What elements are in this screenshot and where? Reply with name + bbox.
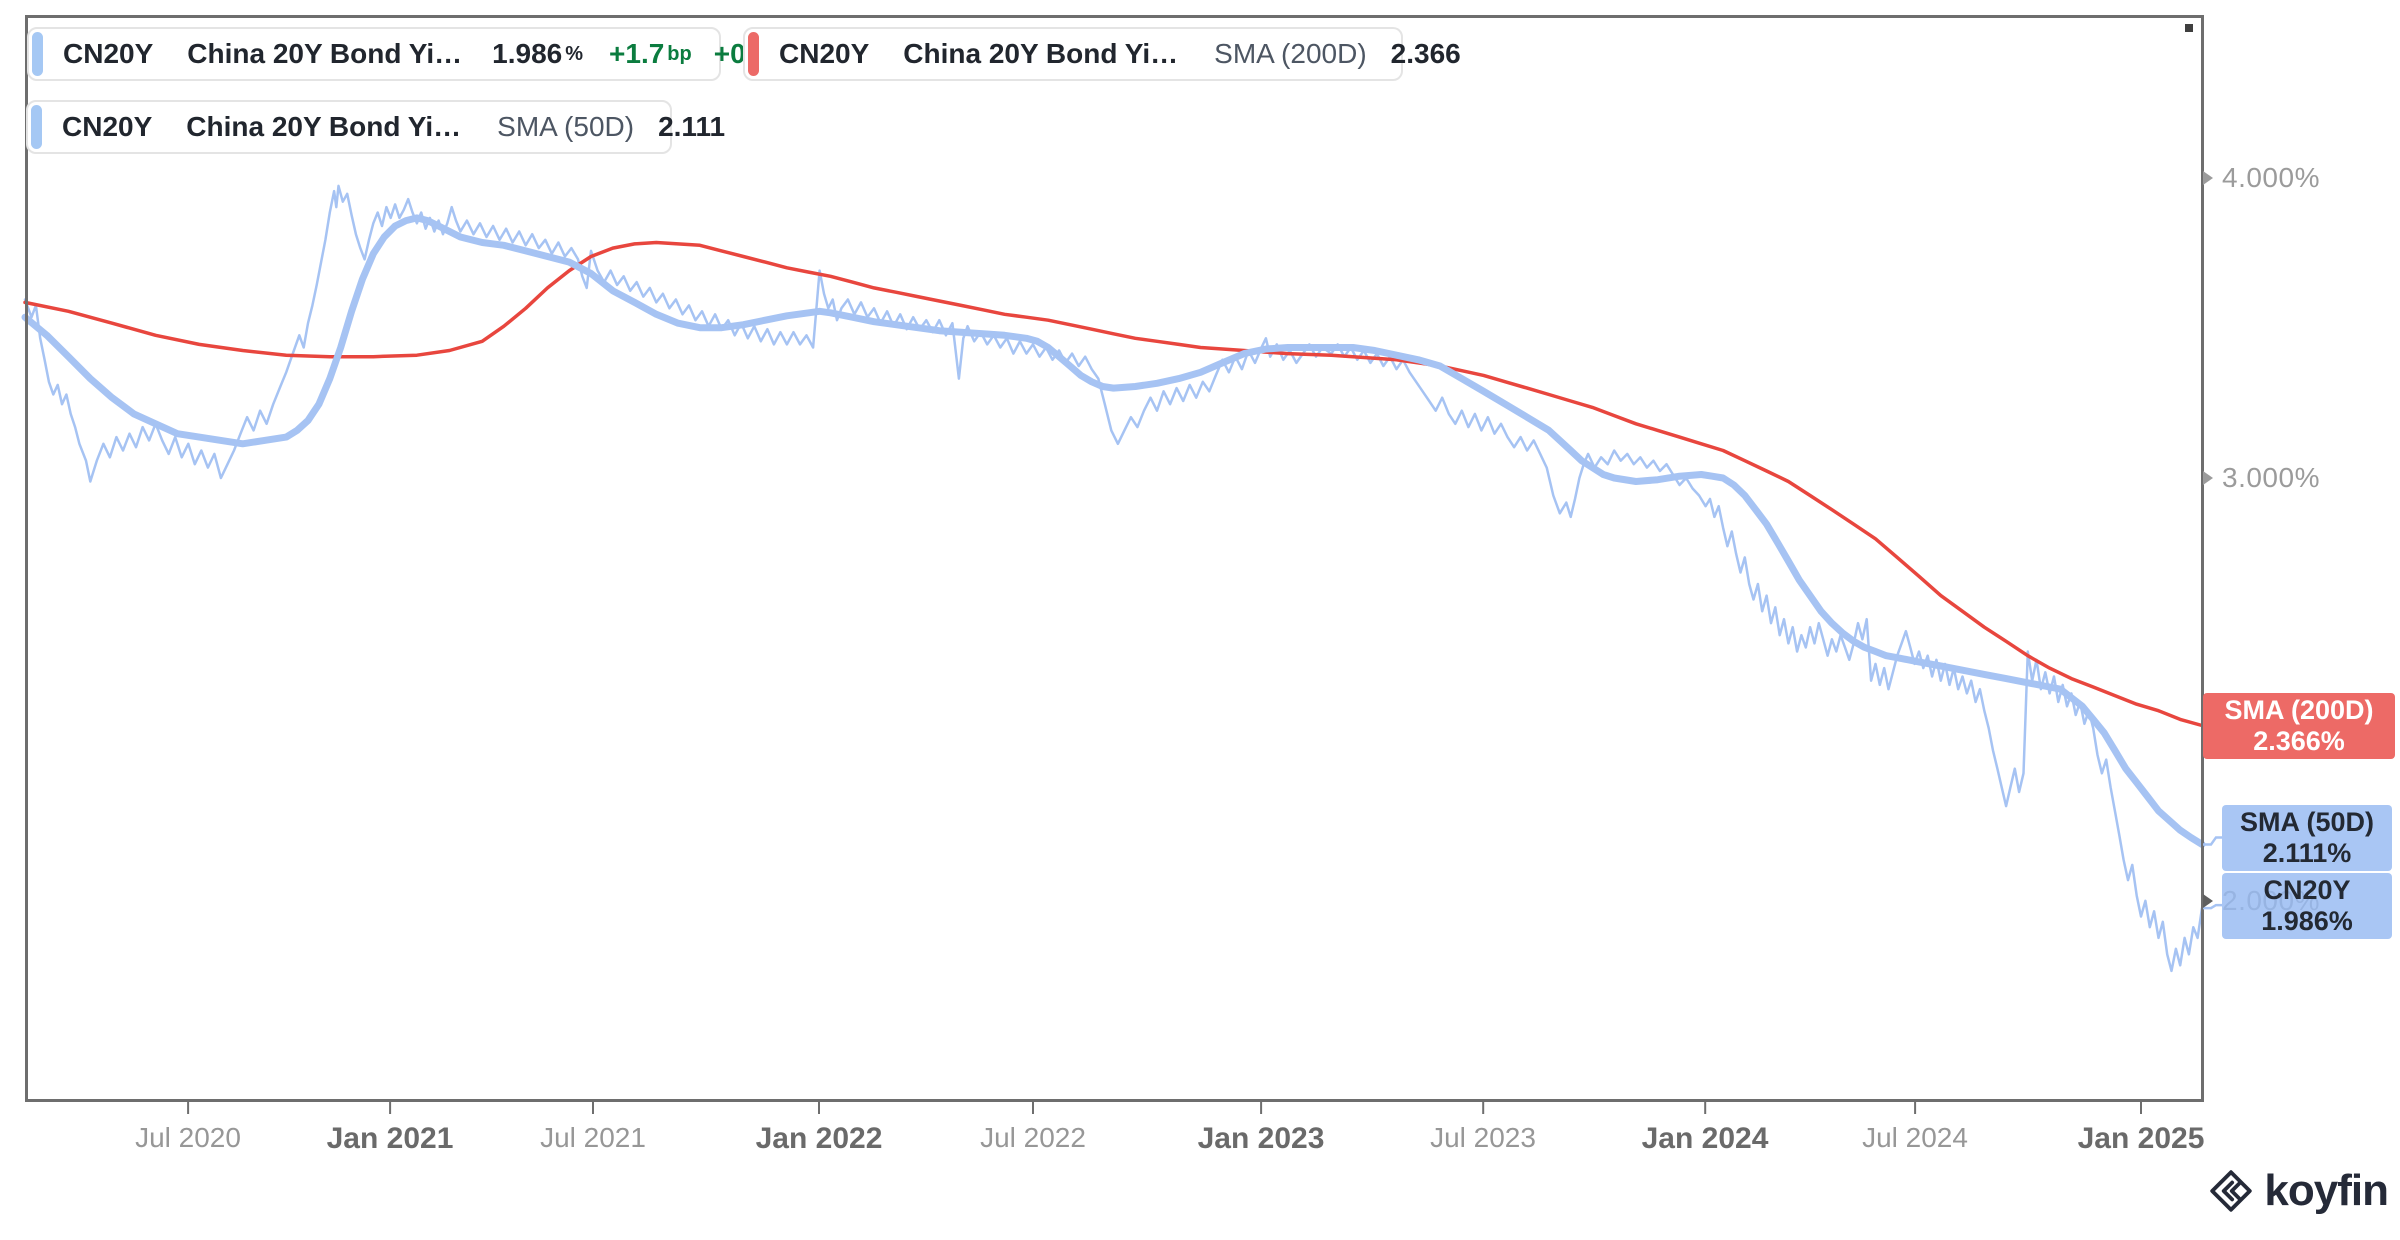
price-label-sma50[interactable]: SMA (50D) 2.111% <box>2222 805 2392 871</box>
legend-indicator-name: SMA (50D) <box>497 111 635 142</box>
price-label-value: 2.366% <box>2253 726 2345 756</box>
x-axis-label: Jan 2022 <box>755 1122 883 1155</box>
y-axis-tick-arrow-icon <box>2203 171 2213 185</box>
x-axis-label: Jan 2023 <box>1197 1122 1325 1155</box>
y-axis-label-text: 3.000% <box>2222 462 2320 493</box>
x-axis-label: Jul 2021 <box>540 1122 646 1153</box>
legend-ticker: CN20Y <box>63 38 154 69</box>
legend-indicator-value: 2.366 <box>1390 38 1461 69</box>
legend-security-name: China 20Y Bond Yi… <box>187 38 463 69</box>
legend-last-value-unit: % <box>565 42 584 65</box>
series-color-bar-icon <box>31 105 42 149</box>
y-axis-label: 4.000% <box>2203 157 2320 199</box>
legend-change-bp: +1.7 <box>609 38 665 69</box>
x-axis-label: Jan 2024 <box>1641 1122 1769 1155</box>
price-label-value: 2.111% <box>2262 838 2352 868</box>
x-axis-label: Jul 2020 <box>135 1122 241 1153</box>
y-axis-tick-arrow-icon <box>2203 894 2213 908</box>
series-line-1 <box>23 240 2204 728</box>
legend-indicator-name: SMA (200D) <box>1214 38 1367 69</box>
price-label-title: CN20Y <box>2263 875 2351 905</box>
legend-badge-sma50[interactable]: CN20Y China 20Y Bond Yi… SMA (50D) 2.111 <box>26 100 725 154</box>
axis-top-marker <box>2185 24 2193 32</box>
legend-last-value: 1.986 <box>492 38 563 69</box>
koyfin-watermark[interactable]: koyfin <box>2208 1166 2389 1216</box>
x-axis-label: Jul 2022 <box>980 1122 1086 1153</box>
x-axis-label: Jan 2025 <box>2077 1122 2205 1155</box>
legend-badge-sma200[interactable]: CN20Y China 20Y Bond Yi… SMA (200D) 2.36… <box>743 27 1461 81</box>
price-label-connector <box>2203 836 2222 846</box>
legend-badge-cn20y[interactable]: CN20Y China 20Y Bond Yi… 1.986 % +1.7 bp… <box>27 27 805 81</box>
price-label-value: 1.986% <box>2261 906 2353 936</box>
series-color-bar-icon <box>32 32 43 76</box>
price-label-cn20y[interactable]: CN20Y 1.986% <box>2222 873 2392 939</box>
y-axis-tick-arrow-icon <box>2203 471 2213 485</box>
koyfin-logo-icon <box>2210 1170 2253 1212</box>
y-axis-label-text: 4.000% <box>2222 162 2320 193</box>
series-line-2 <box>21 214 2206 848</box>
x-axis-label: Jul 2024 <box>1862 1122 1968 1153</box>
x-axis-label: Jul 2023 <box>1430 1122 1536 1153</box>
series-color-bar-icon <box>748 32 759 76</box>
koyfin-wordmark: koyfin <box>2264 1166 2389 1215</box>
legend-ticker: CN20Y <box>62 111 153 142</box>
x-axis-label: Jan 2021 <box>326 1122 454 1155</box>
price-label-title: SMA (200D) <box>2224 695 2374 725</box>
price-label-connector <box>2203 903 2222 910</box>
y-axis-label: 3.000% <box>2203 457 2320 499</box>
legend-security-name: China 20Y Bond Yi… <box>186 111 462 142</box>
legend-ticker: CN20Y <box>779 38 870 69</box>
price-label-sma200[interactable]: SMA (200D) 2.366% <box>2203 693 2395 759</box>
plot-border <box>25 15 2204 1102</box>
legend-security-name: China 20Y Bond Yi… <box>903 38 1179 69</box>
price-label-title: SMA (50D) <box>2239 807 2374 837</box>
legend-change-bp-unit: bp <box>667 42 692 65</box>
legend-indicator-value: 2.111 <box>658 111 726 142</box>
